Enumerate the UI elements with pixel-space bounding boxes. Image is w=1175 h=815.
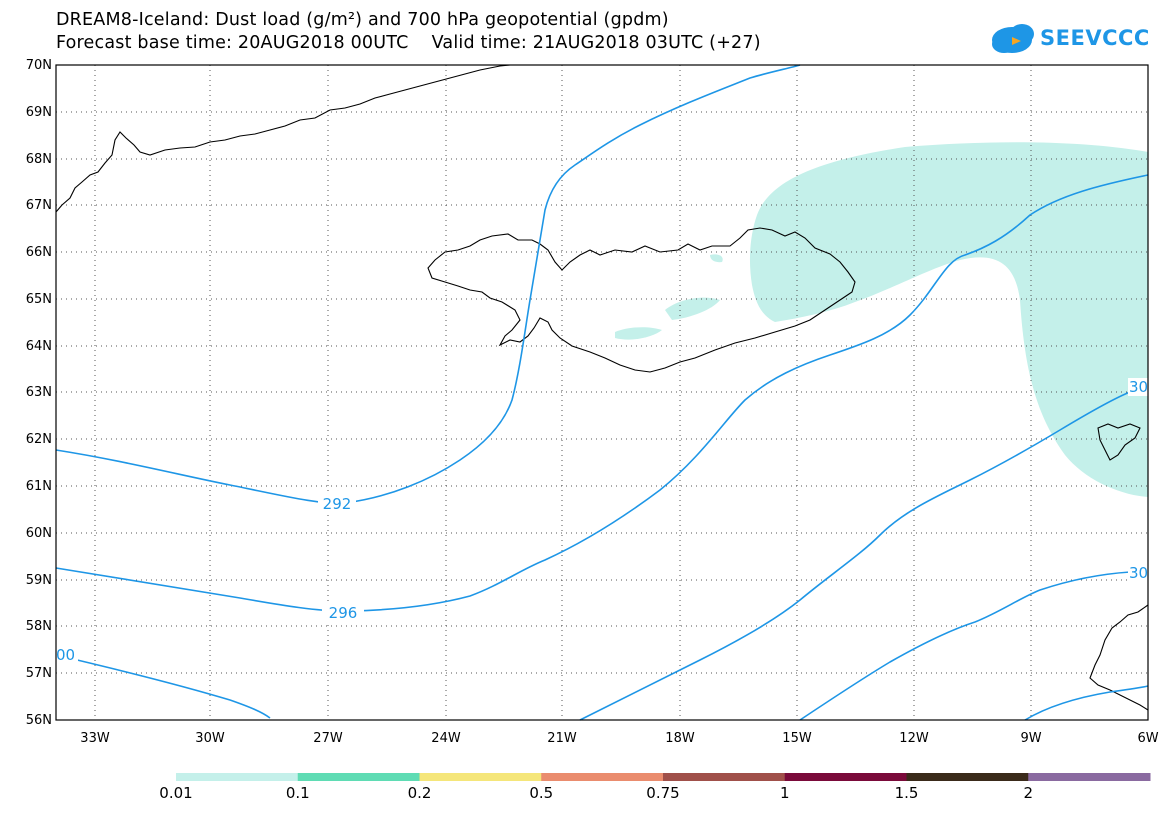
dust-region-main [749,142,1148,497]
colorbar-segment [663,773,786,781]
iceland-coast [427,227,856,373]
lat-label: 70N [26,58,52,73]
lat-labels: 70N 69N 68N 67N 66N 65N 64N 63N 62N 61N … [26,58,52,728]
lat-label: 58N [26,619,52,634]
contour-300 [55,654,271,719]
colorbar-segment [297,773,420,781]
contour-label-292: 292 [323,495,352,513]
colorbar-segment [1028,773,1151,781]
lon-label: 6W [1137,731,1158,746]
lon-label: 15W [782,731,812,746]
lat-label: 66N [26,245,52,260]
colorbar-segment [541,773,664,781]
contour-304 [579,391,1131,721]
contour-label-304: 30 [1129,378,1148,396]
grid-lines [56,65,1148,720]
contour-308 [799,571,1131,721]
lon-label: 33W [80,731,110,746]
lon-label: 24W [431,731,461,746]
colorbar-segment [906,773,1029,781]
scotland-coast [1089,604,1149,711]
contour-296 [55,174,1149,612]
colorbar-label: 1 [780,784,790,802]
colorbar: 0.01 0.1 0.2 0.5 0.75 1 1.5 2 [159,773,1151,802]
colorbar-label: 0.01 [159,784,192,802]
lon-label: 12W [899,731,929,746]
cloud-icon [992,24,1034,53]
lon-labels: 33W 30W 27W 24W 21W 18W 15W 12W 9W 6W [80,731,1158,746]
logo-text: SEEVCCC [1040,26,1150,50]
lon-label: 18W [665,731,695,746]
lon-label: 21W [547,731,577,746]
lat-label: 65N [26,292,52,307]
lon-label: 9W [1020,731,1041,746]
colorbar-segment [176,773,299,781]
map-frame [55,64,1149,721]
colorbar-label: 2 [1023,784,1033,802]
lat-label: 69N [26,105,52,120]
dust-region-small-3 [710,254,723,263]
lat-label: 59N [26,573,52,588]
seevccc-logo [992,24,1034,53]
lat-label: 60N [26,526,52,541]
colorbar-segment [419,773,542,781]
dust-region-small-1 [665,297,720,320]
colorbar-label: 0.75 [646,784,679,802]
colorbar-label: 1.5 [895,784,919,802]
lon-label: 30W [195,731,225,746]
lat-label: 56N [26,713,52,728]
lat-label: 64N [26,339,52,354]
map-subtitle: Forecast base time: 20AUG2018 00UTC Vali… [56,33,761,53]
contour-label-296: 296 [329,604,358,622]
lat-label: 67N [26,198,52,213]
map-title: DREAM8-Iceland: Dust load (g/m²) and 700… [56,10,669,30]
geopotential-contours [55,64,1149,721]
faroe-coast [1097,423,1141,461]
colorbar-label: 0.2 [408,784,432,802]
dust-region-small-2 [615,327,662,340]
colorbar-label: 0.5 [529,784,553,802]
contour-292 [55,64,801,505]
lat-label: 62N [26,432,52,447]
lat-label: 63N [26,385,52,400]
lon-label: 27W [313,731,343,746]
lat-label: 61N [26,479,52,494]
contour-312 [1024,685,1149,721]
greenland-coast [55,64,511,213]
contour-label-308: 30 [1129,564,1148,582]
colorbar-segment [784,773,907,781]
contour-label-300: 00 [56,646,75,664]
lat-label: 57N [26,666,52,681]
lat-label: 68N [26,152,52,167]
colorbar-label: 0.1 [286,784,310,802]
coastlines [55,64,1149,711]
